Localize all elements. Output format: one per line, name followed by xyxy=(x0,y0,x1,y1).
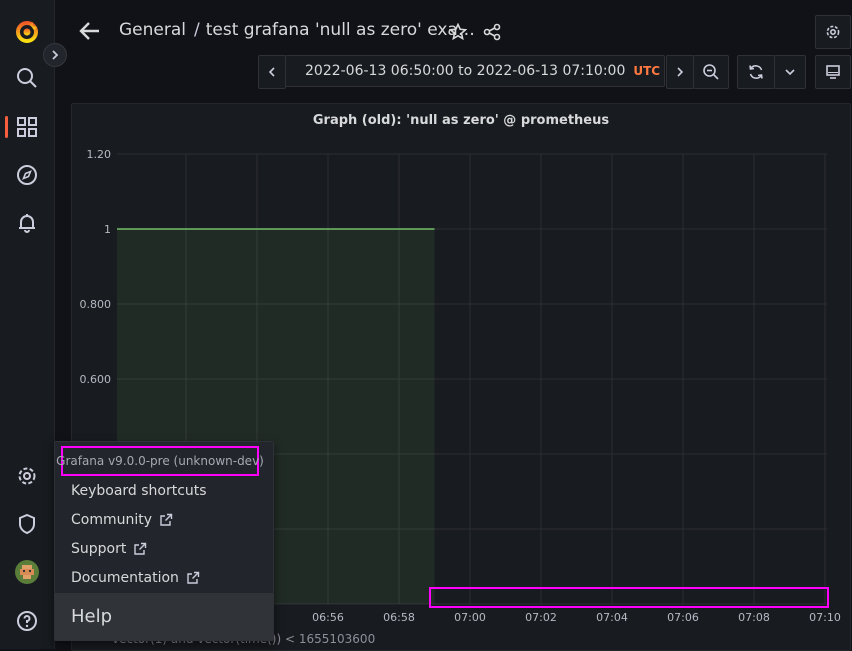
x-tick-label: 07:00 xyxy=(454,611,486,624)
refresh-button[interactable] xyxy=(737,55,775,89)
search-icon[interactable] xyxy=(0,58,54,98)
x-tick-label: 06:56 xyxy=(312,611,344,624)
time-to-word: to xyxy=(458,63,473,79)
server-admin-shield-icon[interactable] xyxy=(0,504,54,544)
x-tick-label: 07:10 xyxy=(809,611,841,624)
menu-item-support[interactable]: Support xyxy=(71,541,147,557)
time-to: 2022-06-13 07:10:00 xyxy=(476,63,626,79)
x-tick-label: 06:58 xyxy=(383,611,415,624)
chevron-right-icon xyxy=(677,67,684,77)
menu-item-label: Community xyxy=(71,512,153,528)
time-shift-forward-button[interactable] xyxy=(666,55,694,89)
back-arrow-icon[interactable] xyxy=(77,18,103,44)
annotation-highlight-box xyxy=(429,587,829,608)
external-link-icon xyxy=(186,571,200,585)
version-label: Grafana v9.0.0-pre (unknown-dev) xyxy=(56,446,264,476)
external-link-icon xyxy=(133,542,147,556)
sidebar-expand-button[interactable] xyxy=(43,43,67,67)
share-icon[interactable] xyxy=(481,21,503,43)
x-tick-label: 07:08 xyxy=(738,611,770,624)
explore-icon[interactable] xyxy=(0,155,54,195)
star-icon[interactable] xyxy=(447,21,469,43)
help-menu: Grafana v9.0.0-pre (unknown-dev) Keyboar… xyxy=(54,441,274,641)
x-tick-label: 07:04 xyxy=(596,611,628,624)
sidebar xyxy=(0,0,55,649)
menu-item-keyboard-shortcuts[interactable]: Keyboard shortcuts xyxy=(71,483,207,499)
y-tick-label: 0.600 xyxy=(80,373,112,386)
dashboards-icon[interactable] xyxy=(0,107,54,147)
zoom-out-button[interactable] xyxy=(693,55,729,89)
timezone-badge: UTC xyxy=(633,64,661,78)
y-tick-label: 1 xyxy=(104,223,111,236)
chevron-right-icon xyxy=(52,50,59,60)
user-avatar[interactable] xyxy=(0,552,54,592)
active-indicator xyxy=(5,116,8,138)
alerting-bell-icon[interactable] xyxy=(0,203,54,243)
chevron-left-icon xyxy=(268,67,275,77)
time-from: 2022-06-13 06:50:00 xyxy=(305,63,454,79)
breadcrumb-dashboard-title[interactable]: test grafana 'null as zero' exa… xyxy=(205,20,475,40)
time-range-text: 2022-06-13 06:50:00 to 2022-06-13 07:10:… xyxy=(305,63,625,79)
panel-title[interactable]: Graph (old): 'null as zero' @ prometheus xyxy=(312,113,610,128)
monitor-icon xyxy=(826,65,840,79)
breadcrumb-separator: / xyxy=(194,20,200,40)
x-tick-label: 07:02 xyxy=(525,611,557,624)
breadcrumb-folder[interactable]: General xyxy=(119,20,186,40)
top-navbar: General / test grafana 'null as zero' exa…… xyxy=(55,0,852,96)
menu-item-community[interactable]: Community xyxy=(71,512,173,528)
grafana-logo-icon[interactable] xyxy=(0,11,54,51)
view-mode-button[interactable] xyxy=(815,55,851,89)
menu-item-label: Keyboard shortcuts xyxy=(71,483,207,499)
zoom-out-icon xyxy=(703,64,719,80)
menu-item-label: Support xyxy=(71,541,127,557)
time-shift-back-button[interactable] xyxy=(258,55,286,89)
time-range-picker[interactable]: 2022-06-13 06:50:00 to 2022-06-13 07:10:… xyxy=(285,55,665,87)
help-icon[interactable] xyxy=(0,601,54,641)
y-tick-label: 0.800 xyxy=(80,298,112,311)
x-tick-label: 07:06 xyxy=(667,611,699,624)
breadcrumb: General / test grafana 'null as zero' exa… xyxy=(119,20,475,40)
gear-icon xyxy=(826,25,840,39)
menu-item-label: Documentation xyxy=(71,570,179,586)
refresh-icon xyxy=(749,65,763,79)
y-tick-label: 1.20 xyxy=(87,148,112,161)
menu-item-documentation[interactable]: Documentation xyxy=(71,570,200,586)
external-link-icon xyxy=(159,513,173,527)
refresh-interval-dropdown[interactable] xyxy=(774,55,806,89)
dashboard-settings-button[interactable] xyxy=(815,15,851,49)
help-menu-footer: Help xyxy=(55,593,273,640)
chevron-down-icon xyxy=(785,69,795,76)
configuration-gear-icon[interactable] xyxy=(0,456,54,496)
